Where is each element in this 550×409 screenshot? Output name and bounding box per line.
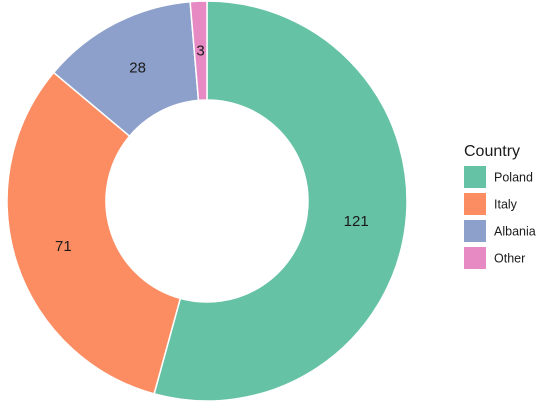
legend-label-poland: Poland (494, 171, 533, 185)
legend-swatch-poland (464, 166, 486, 188)
legend-label-other: Other (494, 252, 525, 266)
donut-slices (6, 0, 408, 402)
slice-other (189, 0, 208, 102)
legend: Country Poland Italy Albania Other (464, 143, 536, 269)
slice-poland (153, 0, 408, 402)
legend-label-albania: Albania (494, 225, 536, 239)
slice-label-other: 3 (196, 43, 204, 60)
slice-italy (6, 71, 182, 395)
slice-label-italy: 71 (55, 238, 72, 255)
legend-swatch-other (464, 247, 486, 269)
slice-label-albania: 28 (129, 59, 146, 76)
slice-labels: 121 71 28 3 (55, 43, 369, 255)
legend-items: Poland Italy Albania Other (464, 166, 536, 269)
legend-swatch-albania (464, 220, 486, 242)
legend-swatch-italy (464, 193, 486, 215)
slice-label-poland: 121 (344, 213, 369, 230)
legend-label-italy: Italy (494, 198, 518, 212)
legend-title: Country (464, 143, 520, 160)
